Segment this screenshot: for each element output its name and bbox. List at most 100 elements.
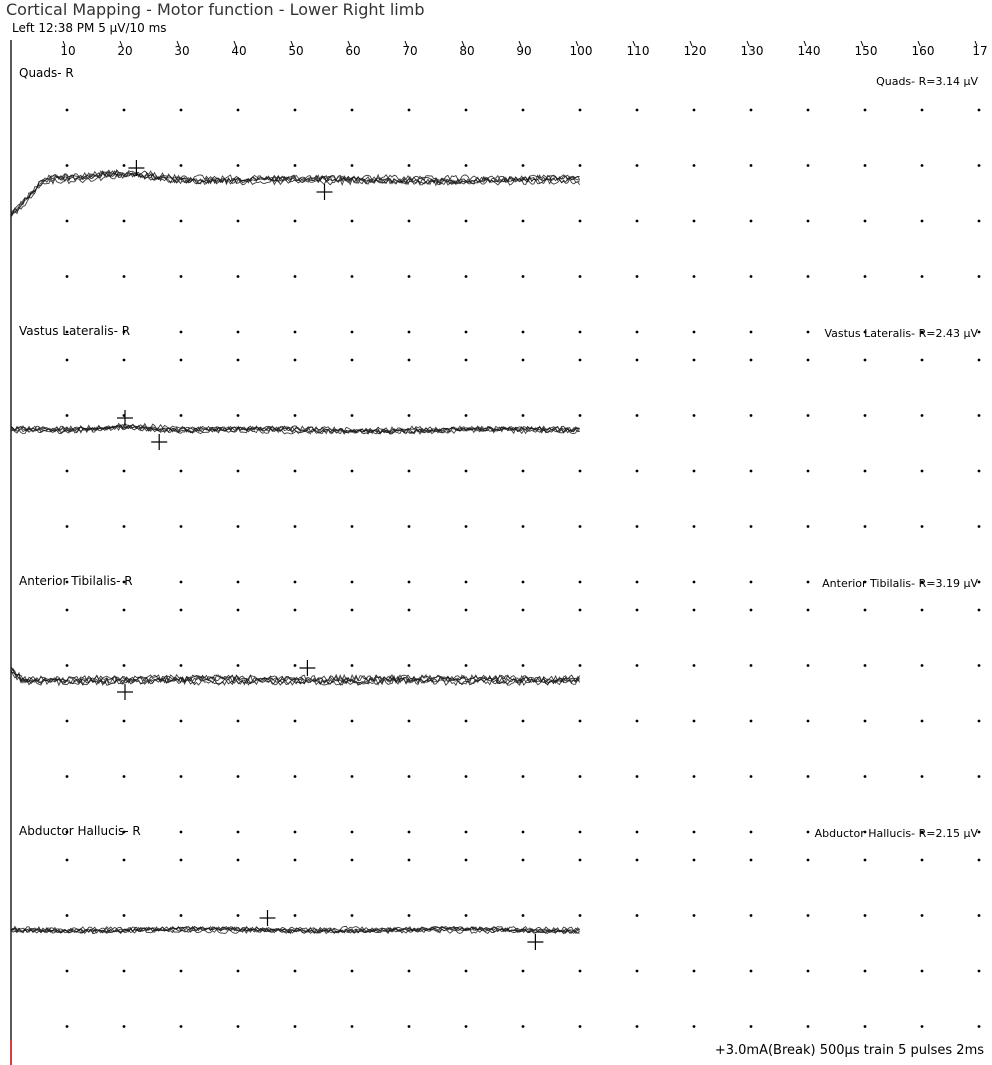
grid-dot: [293, 1025, 297, 1028]
grid-dot: [407, 969, 411, 973]
grid-dot: [635, 358, 639, 362]
grid-dot: [749, 830, 753, 834]
grid-dot: [350, 525, 354, 528]
chart-subtitle: Left 12:38 PM 5 µV/10 ms: [12, 21, 167, 35]
grid-dot: [407, 330, 411, 334]
x-tick-mark: [518, 40, 522, 47]
grid-dot: [65, 664, 69, 667]
grid-dot: [464, 108, 468, 112]
grid-dot: [521, 858, 525, 862]
channel-label: Quads- R: [19, 66, 74, 80]
grid-dot: [65, 775, 69, 778]
grid-dot: [635, 580, 639, 584]
grid-dot: [920, 108, 924, 112]
grid-dot: [122, 330, 126, 334]
grid-dot: [635, 775, 639, 778]
x-tick-label: 80: [459, 44, 474, 58]
grid-dot: [920, 469, 924, 473]
sweep-trace: [10, 671, 580, 687]
x-tick-mark: [803, 40, 807, 47]
grid-dot: [407, 580, 411, 584]
grid-dot: [179, 830, 183, 834]
grid-dot: [521, 969, 525, 973]
grid-dot: [749, 608, 753, 612]
grid-dot: [464, 914, 468, 917]
grid-dot: [236, 858, 240, 862]
grid-dot: [350, 358, 354, 362]
grid-dot: [179, 219, 183, 223]
sweep-trace: [10, 169, 580, 214]
x-tick-mark: [860, 40, 864, 47]
grid-dot: [65, 164, 69, 167]
x-tick-mark: [290, 40, 294, 47]
grid-dot: [692, 719, 696, 723]
x-tick-label: 40: [231, 44, 246, 58]
grid-dot: [863, 219, 867, 223]
grid-dot: [977, 219, 981, 223]
grid-dot: [920, 775, 924, 778]
grid-dot: [350, 580, 354, 584]
grid-dot: [179, 664, 183, 667]
grid-dot: [749, 858, 753, 862]
grid-dot: [920, 664, 924, 667]
grid-dot: [749, 1025, 753, 1028]
grid-dot: [635, 1025, 639, 1028]
grid-dot: [806, 775, 810, 778]
grid-dot: [635, 664, 639, 667]
grid-dot: [578, 858, 582, 862]
grid-dot: [122, 469, 126, 473]
x-tick-mark: [347, 40, 351, 47]
grid-dot: [692, 1025, 696, 1028]
grid-dot: [236, 108, 240, 112]
grid-dot: [635, 219, 639, 223]
grid-dot: [692, 358, 696, 362]
grid-dot: [806, 1025, 810, 1028]
x-tick-mark: [233, 40, 237, 47]
grid-dot: [65, 275, 69, 278]
grid-dot: [863, 858, 867, 862]
grid-dot: [635, 525, 639, 528]
grid-dot: [863, 1025, 867, 1028]
grid-dot: [464, 608, 468, 612]
grid-dot: [920, 164, 924, 167]
grid-dot: [464, 414, 468, 417]
grid-dot: [236, 358, 240, 362]
grid-dot: [749, 969, 753, 973]
sweep-trace: [10, 925, 580, 934]
grid-dot: [692, 969, 696, 973]
grid-dot: [692, 914, 696, 917]
grid-dot: [578, 830, 582, 834]
grid-dot: [350, 275, 354, 278]
grid-dot: [350, 164, 354, 167]
grid-dot: [236, 219, 240, 223]
channel-label: Vastus Lateralis- R: [19, 324, 130, 338]
grid-dot: [863, 969, 867, 973]
grid-dot: [122, 108, 126, 112]
grid-dot: [749, 469, 753, 473]
grid-dot: [122, 914, 126, 917]
grid-dot: [65, 858, 69, 862]
grid-dot: [65, 358, 69, 362]
grid-dot: [293, 969, 297, 973]
x-tick-mark: [62, 40, 66, 47]
grid-dot: [692, 775, 696, 778]
grid-dot: [635, 469, 639, 473]
grid-dot: [977, 1025, 981, 1028]
grid-dot: [464, 164, 468, 167]
grid-dot: [521, 580, 525, 584]
grid-dot: [350, 1025, 354, 1028]
grid-dot: [293, 108, 297, 112]
grid-dot: [464, 1025, 468, 1028]
grid-dot: [236, 164, 240, 167]
x-tick-label: 90: [516, 44, 531, 58]
grid-dot: [920, 858, 924, 862]
grid-dot: [293, 580, 297, 584]
grid-dot: [578, 1025, 582, 1028]
grid-dot: [692, 275, 696, 278]
grid-dot: [977, 414, 981, 417]
grid-dot: [521, 469, 525, 473]
grid-dot: [350, 914, 354, 917]
grid-dot: [863, 719, 867, 723]
x-tick-mark: [176, 40, 180, 47]
grid-dot: [578, 469, 582, 473]
